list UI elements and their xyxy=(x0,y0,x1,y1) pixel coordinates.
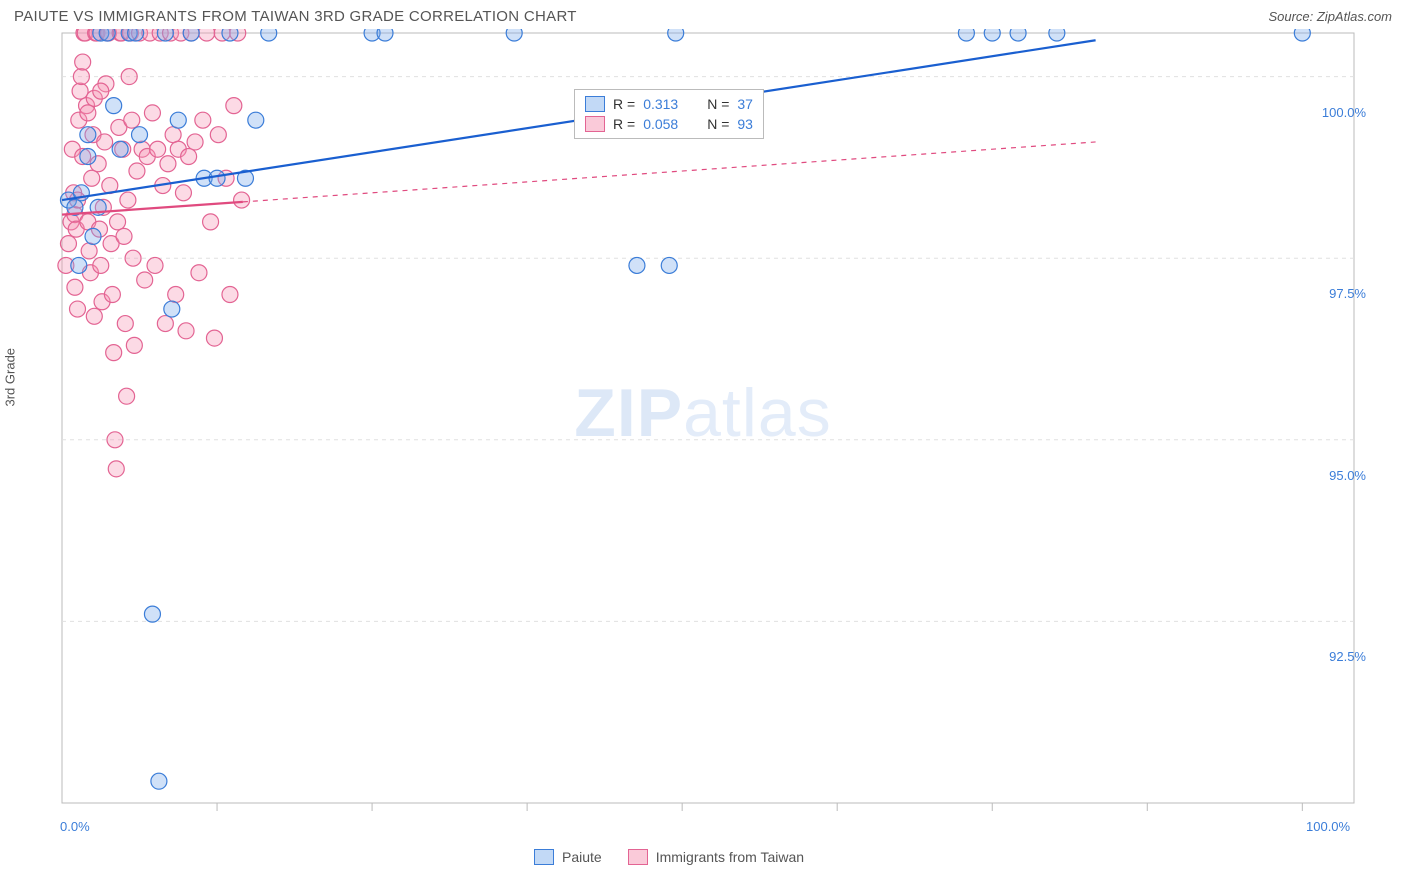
legend-series-label: Immigrants from Taiwan xyxy=(656,849,804,865)
chart-title: PAIUTE VS IMMIGRANTS FROM TAIWAN 3RD GRA… xyxy=(14,8,577,25)
scatter-plot-svg xyxy=(14,29,1392,829)
chart-container: 3rd Grade ZIPatlas R =0.313N =37R =0.058… xyxy=(14,29,1392,829)
y-tick-label: 95.0% xyxy=(1329,468,1366,483)
series-legend: Paiute Immigrants from Taiwan xyxy=(534,849,822,865)
legend-r-value: 0.058 xyxy=(643,116,693,132)
x-tick-left: 0.0% xyxy=(60,819,90,834)
legend-n-label: N = xyxy=(707,116,729,132)
legend-row: R = 0.313 N = 37 xyxy=(585,94,753,114)
legend-r-label: R = xyxy=(613,96,635,112)
legend-swatch xyxy=(628,849,648,865)
y-axis-title: 3rd Grade xyxy=(3,348,18,407)
legend-swatch xyxy=(585,96,605,112)
legend-series-label: Paiute xyxy=(562,849,602,865)
source-attribution: Source: ZipAtlas.com xyxy=(1268,9,1392,24)
legend-r-value: 0.313 xyxy=(643,96,693,112)
correlation-legend: R = 0.313 N = 37 R = 0.058 N = 93 xyxy=(574,89,764,139)
y-tick-label: 100.0% xyxy=(1322,105,1366,120)
y-tick-label: 92.5% xyxy=(1329,649,1366,664)
x-tick-right: 100.0% xyxy=(1306,819,1350,834)
y-tick-label: 97.5% xyxy=(1329,286,1366,301)
legend-n-value: 93 xyxy=(737,116,753,132)
legend-swatch xyxy=(534,849,554,865)
legend-n-value: 37 xyxy=(737,96,753,112)
legend-r-label: R = xyxy=(613,116,635,132)
legend-swatch xyxy=(585,116,605,132)
legend-row: R = 0.058 N = 93 xyxy=(585,114,753,134)
legend-n-label: N = xyxy=(707,96,729,112)
